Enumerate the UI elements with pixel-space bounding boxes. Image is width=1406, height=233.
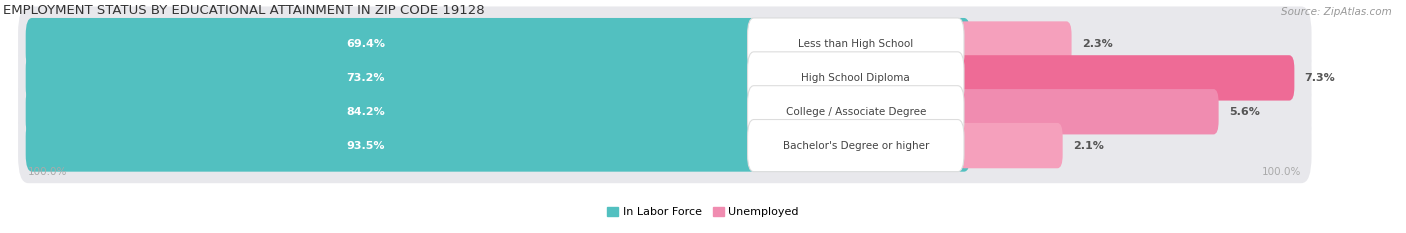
FancyBboxPatch shape bbox=[959, 21, 1071, 67]
Text: College / Associate Degree: College / Associate Degree bbox=[786, 107, 927, 117]
FancyBboxPatch shape bbox=[18, 108, 1312, 183]
FancyBboxPatch shape bbox=[25, 120, 970, 172]
FancyBboxPatch shape bbox=[25, 52, 970, 104]
FancyBboxPatch shape bbox=[748, 120, 965, 172]
Text: Source: ZipAtlas.com: Source: ZipAtlas.com bbox=[1281, 7, 1392, 17]
Text: Less than High School: Less than High School bbox=[799, 39, 914, 49]
Text: 69.4%: 69.4% bbox=[346, 39, 385, 49]
Legend: In Labor Force, Unemployed: In Labor Force, Unemployed bbox=[607, 207, 799, 217]
Text: 2.3%: 2.3% bbox=[1081, 39, 1112, 49]
FancyBboxPatch shape bbox=[748, 86, 965, 138]
FancyBboxPatch shape bbox=[959, 55, 1295, 101]
FancyBboxPatch shape bbox=[18, 40, 1312, 116]
Text: 5.6%: 5.6% bbox=[1229, 107, 1260, 117]
FancyBboxPatch shape bbox=[25, 86, 970, 138]
Text: EMPLOYMENT STATUS BY EDUCATIONAL ATTAINMENT IN ZIP CODE 19128: EMPLOYMENT STATUS BY EDUCATIONAL ATTAINM… bbox=[3, 4, 485, 17]
Text: Bachelor's Degree or higher: Bachelor's Degree or higher bbox=[783, 140, 929, 151]
FancyBboxPatch shape bbox=[959, 123, 1063, 168]
Text: High School Diploma: High School Diploma bbox=[801, 73, 910, 83]
FancyBboxPatch shape bbox=[18, 74, 1312, 149]
FancyBboxPatch shape bbox=[18, 7, 1312, 82]
Text: 93.5%: 93.5% bbox=[346, 140, 385, 151]
Text: 100.0%: 100.0% bbox=[1263, 167, 1302, 177]
FancyBboxPatch shape bbox=[748, 18, 965, 70]
Text: 2.1%: 2.1% bbox=[1073, 140, 1104, 151]
FancyBboxPatch shape bbox=[25, 18, 970, 70]
FancyBboxPatch shape bbox=[959, 89, 1219, 134]
Text: 100.0%: 100.0% bbox=[28, 167, 67, 177]
Text: 7.3%: 7.3% bbox=[1305, 73, 1336, 83]
Text: 84.2%: 84.2% bbox=[346, 107, 385, 117]
FancyBboxPatch shape bbox=[748, 52, 965, 104]
Text: 73.2%: 73.2% bbox=[346, 73, 385, 83]
